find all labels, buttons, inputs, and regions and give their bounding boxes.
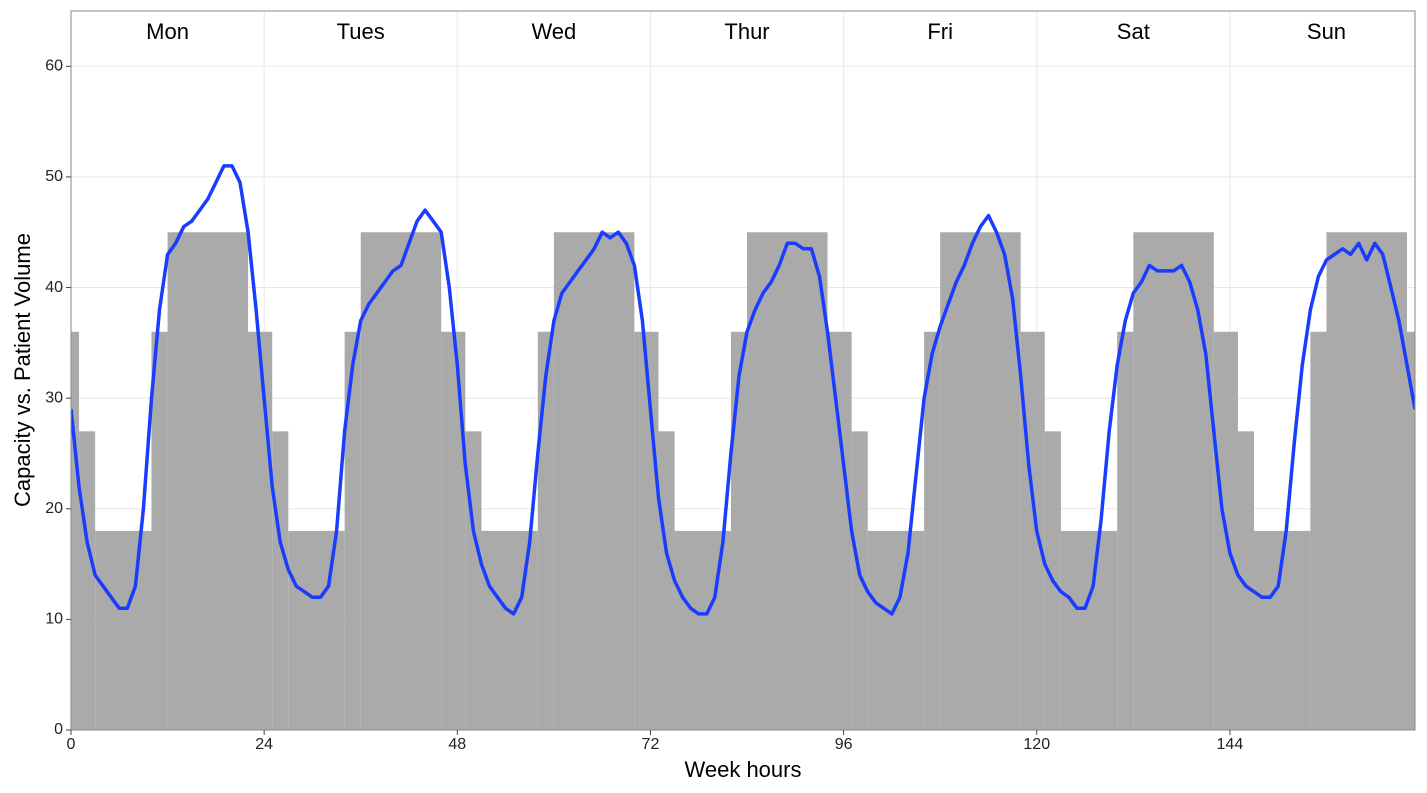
capacity-bar [1133, 232, 1214, 730]
capacity-bar [1117, 331, 1134, 730]
capacity-bar [747, 232, 828, 730]
capacity-bar [1060, 530, 1118, 730]
y-tick-label: 20 [45, 500, 63, 517]
day-label: Fri [927, 19, 953, 44]
y-tick-label: 40 [45, 279, 63, 296]
x-tick-label: 96 [835, 736, 853, 753]
capacity-bar [79, 431, 96, 730]
y-tick-label: 50 [45, 168, 63, 185]
x-axis-label: Week hours [685, 757, 802, 782]
x-tick-label: 144 [1217, 736, 1244, 753]
capacity-bar [940, 232, 1021, 730]
day-label: Mon [146, 19, 189, 44]
capacity-bar [1020, 331, 1045, 730]
capacity-bar [288, 530, 345, 730]
day-label: Sat [1117, 19, 1150, 44]
x-tick-label: 72 [642, 736, 660, 753]
capacity-bar [1310, 331, 1327, 730]
trend-line [71, 164, 1415, 616]
y-tick-label: 10 [45, 611, 63, 628]
capacity-bar [924, 331, 941, 730]
panel-border [70, 10, 1416, 731]
capacity-bar [167, 232, 249, 730]
x-tick-label: 0 [67, 736, 76, 753]
y-tick-label: 30 [45, 389, 63, 406]
capacity-bar [71, 331, 80, 730]
day-label: Sun [1307, 19, 1346, 44]
x-tick-label: 120 [1023, 736, 1050, 753]
capacity-bar [674, 530, 731, 730]
day-label: Wed [531, 19, 576, 44]
capacity-bar [248, 331, 273, 730]
capacity-bar [658, 431, 675, 730]
capacity-bar [95, 530, 152, 730]
capacity-bar [151, 331, 168, 730]
day-label: Tues [337, 19, 385, 44]
capacity-bar [344, 331, 361, 730]
capacity-bar [1406, 331, 1415, 730]
capacity-bar [272, 431, 289, 730]
y-tick-label: 0 [54, 721, 63, 738]
capacity-bar [360, 232, 442, 730]
capacity-bar [867, 530, 925, 730]
capacity-bar [634, 331, 659, 730]
capacity-bar [441, 331, 466, 730]
day-label: Thur [724, 19, 769, 44]
capacity-bar [553, 232, 635, 730]
capacity-bar [851, 431, 868, 730]
y-tick-label: 60 [45, 58, 63, 75]
capacity-bar [827, 331, 852, 730]
x-tick-label: 48 [448, 736, 466, 753]
x-tick-label: 24 [255, 736, 273, 753]
y-axis-label: Capacity vs. Patient Volume [10, 233, 35, 507]
capacity-bar [1326, 232, 1407, 730]
plot-area [71, 11, 1415, 730]
capacity-bar [481, 530, 538, 730]
capacity-bar [1237, 431, 1255, 730]
